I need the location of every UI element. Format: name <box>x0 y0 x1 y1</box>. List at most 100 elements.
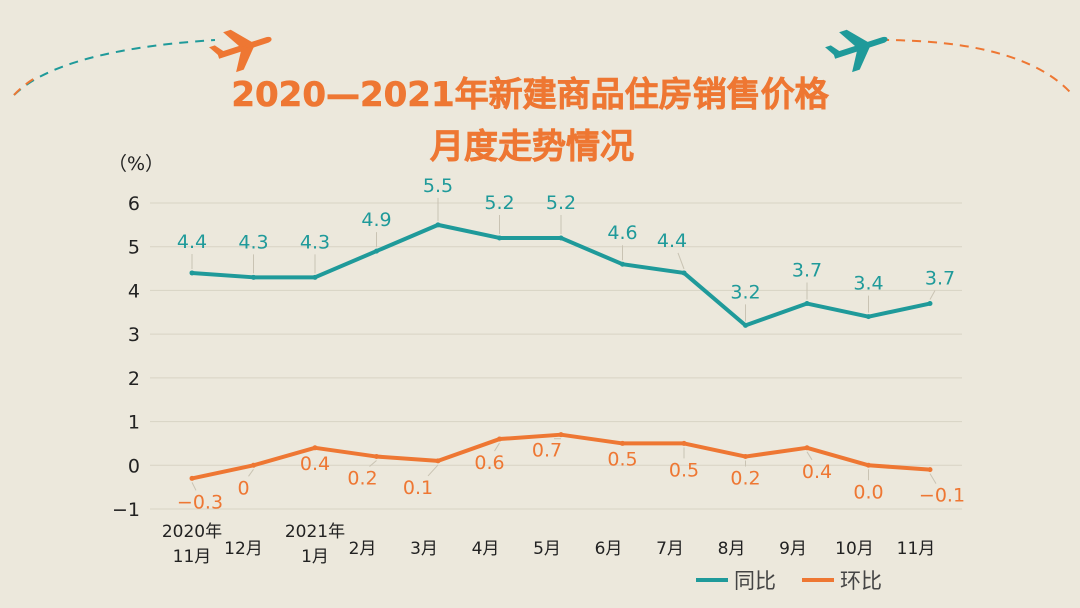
legend-label-yoy: 同比 <box>734 569 776 593</box>
data-point-mom <box>374 454 379 460</box>
data-label-mom: 0.7 <box>532 440 562 462</box>
label-leader-line <box>248 468 254 477</box>
data-point-mom <box>681 440 687 446</box>
data-point-yoy <box>435 222 441 228</box>
y-tick-label: 1 <box>128 412 140 434</box>
data-label-yoy: 4.4 <box>177 231 207 253</box>
legend-label-mom: 环比 <box>840 569 882 593</box>
data-point-yoy <box>497 235 502 241</box>
y-tick-label: 2 <box>128 368 140 390</box>
data-label-yoy: 4.3 <box>300 231 330 253</box>
series-lines <box>189 222 933 481</box>
data-point-yoy <box>743 322 748 328</box>
data-point-mom <box>558 432 564 438</box>
x-tick-label: 5月 <box>533 539 561 559</box>
data-label-yoy: 5.2 <box>484 192 514 214</box>
y-tick-label: 0 <box>128 455 140 477</box>
y-tick-label: 5 <box>128 237 140 259</box>
x-tick-label: 1月 <box>301 547 329 567</box>
data-label-mom: 0 <box>237 477 249 499</box>
data-label-mom: 0.5 <box>669 459 699 481</box>
data-label-mom: 0.4 <box>802 461 832 483</box>
x-tick-label: 2月 <box>349 539 377 559</box>
data-label-yoy: 5.5 <box>423 175 453 197</box>
data-label-yoy: 4.4 <box>657 230 687 252</box>
data-label-mom: 0.2 <box>730 468 760 490</box>
chart-title-line2: 月度走势情况 <box>430 127 634 167</box>
data-label-yoy: 3.4 <box>853 273 883 295</box>
x-tick-label: 9月 <box>779 539 807 559</box>
grid-lines <box>150 202 962 510</box>
data-label-yoy: 3.2 <box>730 281 760 303</box>
x-tick-label: 11月 <box>173 547 212 567</box>
data-point-mom <box>804 445 810 451</box>
data-point-mom <box>251 462 256 468</box>
label-leader-line <box>427 464 439 477</box>
x-tick-label: 4月 <box>472 539 500 559</box>
data-point-yoy <box>374 248 379 254</box>
label-leader-line <box>677 252 685 270</box>
label-leader-line <box>494 442 500 452</box>
y-tick-label: −1 <box>112 499 140 521</box>
data-label-mom: 0.1 <box>403 477 433 499</box>
data-label-yoy: 4.3 <box>238 231 268 253</box>
y-axis-unit: （%） <box>108 153 164 175</box>
legend: 同比 环比 <box>696 569 882 593</box>
data-point-yoy <box>558 235 564 241</box>
label-leader-line <box>806 451 813 461</box>
data-label-mom: 0.2 <box>347 468 377 490</box>
x-axis-ticks: 2020年 11月 12月 2021年 1月 2月 3月 4月 5月 6月 7月 8月 9月 10月 11月 <box>162 522 935 567</box>
label-leader-line <box>191 482 197 491</box>
data-point-yoy <box>681 270 687 276</box>
label-leader-line <box>929 473 937 484</box>
data-label-mom: −0.1 <box>919 485 965 507</box>
data-point-yoy <box>927 301 933 307</box>
x-tick-label: 7月 <box>656 539 684 559</box>
y-axis-ticks: 6 5 4 3 2 1 0 −1 <box>112 193 140 521</box>
label-leader-line <box>929 290 936 300</box>
data-point-yoy <box>251 274 256 280</box>
data-point-yoy <box>312 274 318 280</box>
data-labels: 4.4 4.3 4.3 4.9 5.5 5.2 5.2 4.6 4.4 3.2 3.7 3.4 3.7 −… <box>177 175 965 514</box>
data-point-mom <box>927 467 933 473</box>
data-label-yoy: 4.6 <box>607 222 637 244</box>
x-tick-label: 2021年 <box>285 522 345 542</box>
y-tick-label: 4 <box>128 280 140 302</box>
data-point-mom <box>312 445 318 451</box>
label-leader-line <box>369 460 377 467</box>
x-tick-label: 8月 <box>718 539 746 559</box>
data-point-yoy <box>804 301 810 307</box>
data-point-yoy <box>866 314 871 320</box>
x-tick-label: 12月 <box>224 539 263 559</box>
data-point-yoy <box>620 261 625 267</box>
data-label-yoy: 4.9 <box>361 209 391 231</box>
y-tick-label: 3 <box>128 324 140 346</box>
x-tick-label: 11月 <box>897 539 936 559</box>
airplane-icon-right <box>825 29 888 73</box>
data-point-mom <box>435 458 441 464</box>
data-point-mom <box>189 475 195 481</box>
x-tick-label: 3月 <box>410 539 438 559</box>
y-tick-label: 6 <box>128 193 140 215</box>
data-label-yoy: 3.7 <box>925 268 955 290</box>
x-tick-label: 2020年 <box>162 522 222 542</box>
flight-path-left <box>13 39 216 96</box>
data-point-mom <box>866 462 871 468</box>
airplane-icon <box>209 29 272 73</box>
data-point-mom <box>743 454 748 460</box>
data-point-yoy <box>189 270 195 276</box>
x-tick-label: 10月 <box>835 539 874 559</box>
data-point-mom <box>497 436 502 442</box>
flight-path-right <box>879 39 1071 93</box>
data-label-yoy: 3.7 <box>792 260 822 282</box>
data-label-mom: 0.4 <box>300 453 330 475</box>
data-label-yoy: 5.2 <box>546 192 576 214</box>
x-tick-label: 6月 <box>595 539 623 559</box>
data-label-mom: 0.0 <box>853 481 883 503</box>
data-label-mom: 0.6 <box>474 452 504 474</box>
data-point-mom <box>620 440 625 446</box>
chart-title-line1: 2020—2021年新建商品住房销售价格 <box>231 75 829 115</box>
data-label-mom: 0.5 <box>607 448 637 470</box>
